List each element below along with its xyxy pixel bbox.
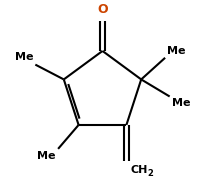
Text: O: O — [97, 3, 107, 16]
Text: 2: 2 — [146, 169, 152, 178]
Text: Me: Me — [14, 52, 33, 62]
Text: Me: Me — [37, 151, 55, 161]
Text: CH: CH — [130, 165, 147, 175]
Text: Me: Me — [171, 98, 190, 108]
Text: Me: Me — [167, 46, 185, 56]
